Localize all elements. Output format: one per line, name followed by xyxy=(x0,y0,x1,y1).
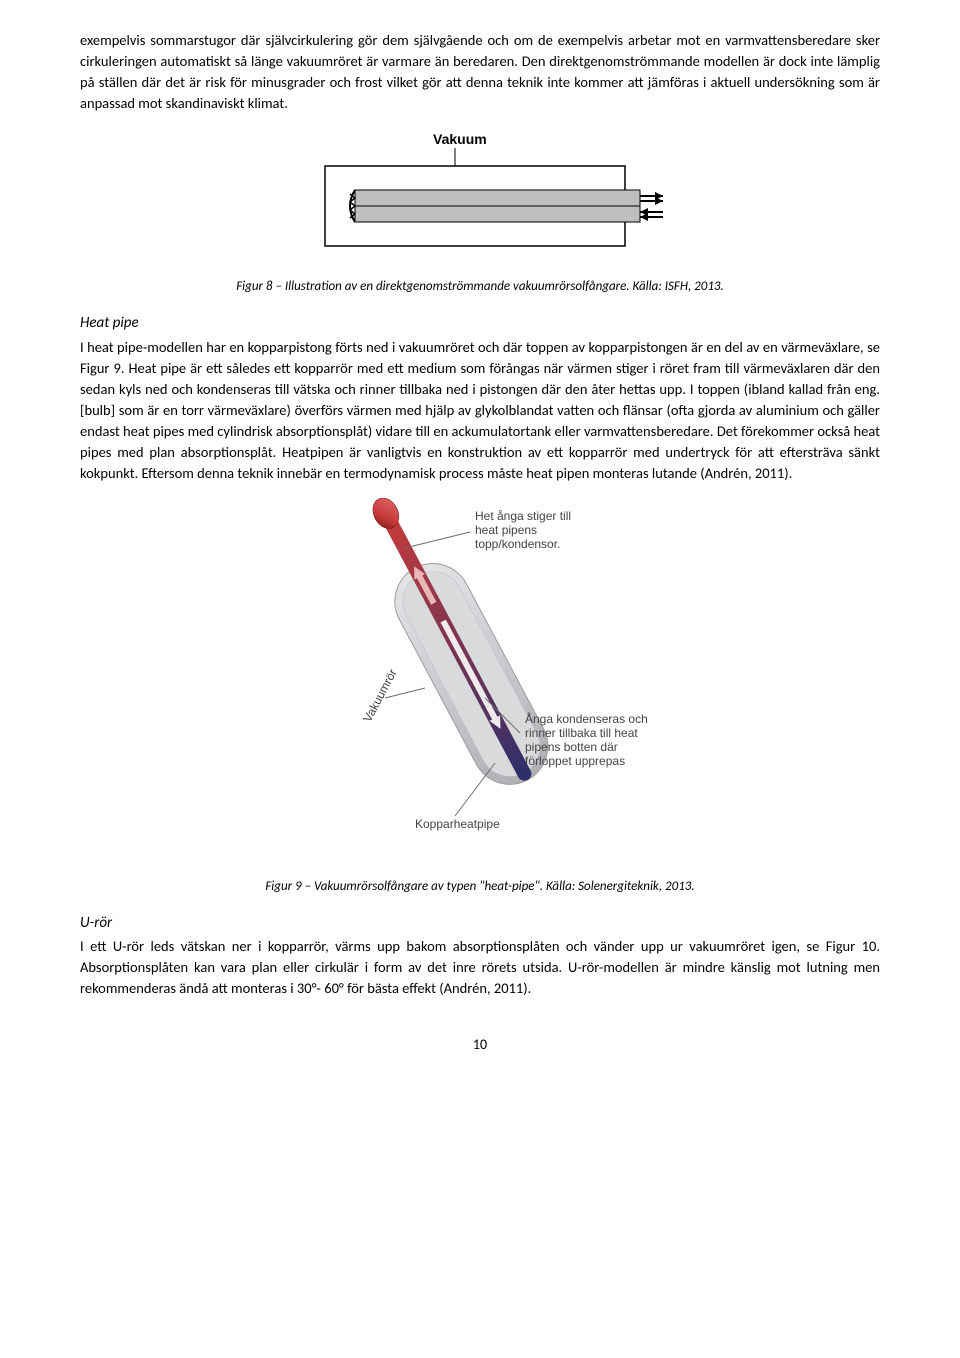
svg-text:topp/kondensor.: topp/kondensor. xyxy=(475,537,560,551)
figure-8: Vakuum xyxy=(80,128,880,258)
svg-text:Ånga kondenseras och: Ånga kondenseras och xyxy=(525,711,648,726)
figure-9-caption: Figur 9 – Vakuumrörsolfångare av typen "… xyxy=(80,878,880,897)
vacuum-tube-diagram: Vakuum xyxy=(295,128,665,258)
vakuum-label: Vakuum xyxy=(433,131,487,147)
svg-text:Het ånga stiger till: Het ånga stiger till xyxy=(475,509,571,523)
intro-paragraph: exempelvis sommarstugor där självcirkule… xyxy=(80,30,880,114)
figure-8-caption: Figur 8 – Illustration av en direktgenom… xyxy=(80,278,880,297)
uror-paragraph: I ett U-rör leds vätskan ner i kopparrör… xyxy=(80,936,880,999)
svg-text:förloppet upprepas: förloppet upprepas xyxy=(525,754,625,768)
svg-text:rinner tillbaka till heat: rinner tillbaka till heat xyxy=(525,726,638,740)
heatpipe-heading: Heat pipe xyxy=(80,313,880,335)
page-number: 10 xyxy=(80,1035,880,1055)
uror-heading: U-rör xyxy=(80,913,880,935)
figure-9: Het ånga stiger till heat pipens topp/ko… xyxy=(80,498,880,858)
heat-pipe-diagram: Het ånga stiger till heat pipens topp/ko… xyxy=(270,498,690,858)
heatpipe-paragraph: I heat pipe-modellen har en kopparpiston… xyxy=(80,337,880,484)
svg-text:pipens botten där: pipens botten där xyxy=(525,740,618,754)
svg-text:heat pipens: heat pipens xyxy=(475,523,537,537)
svg-text:Kopparheatpipe: Kopparheatpipe xyxy=(415,817,500,831)
